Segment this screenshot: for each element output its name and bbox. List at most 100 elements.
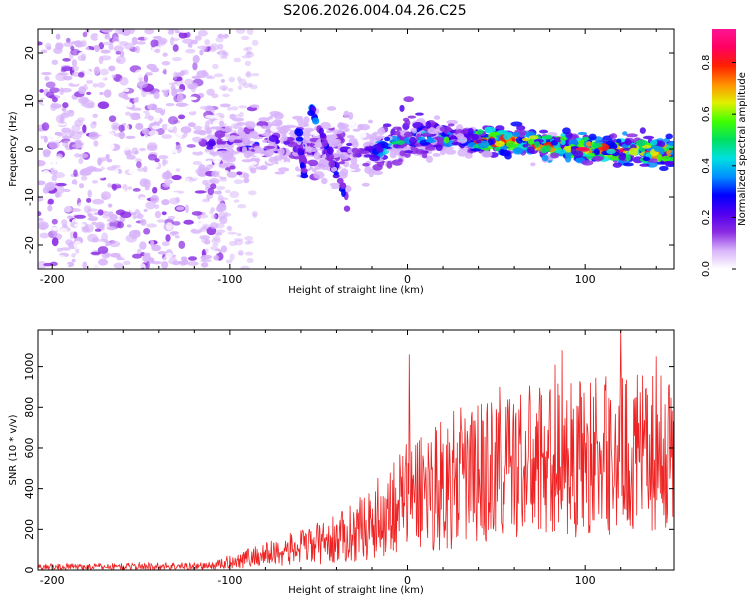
band-blob bbox=[608, 142, 618, 151]
noise-blob bbox=[78, 86, 86, 95]
colorbar-tick-label: 0.4 bbox=[701, 158, 712, 174]
noise-blob bbox=[191, 211, 203, 216]
noise-blob bbox=[59, 227, 68, 235]
noise-blob bbox=[204, 248, 209, 254]
noise-blob bbox=[212, 235, 221, 242]
band-blob bbox=[206, 160, 212, 164]
noise-blob bbox=[144, 29, 155, 35]
noise-blob bbox=[170, 231, 180, 235]
band-blob bbox=[364, 141, 374, 146]
noise-blob bbox=[157, 251, 167, 255]
band-blob bbox=[374, 135, 386, 139]
band-blob bbox=[352, 128, 361, 132]
band-blob bbox=[364, 166, 372, 174]
snr-xtick-label: -100 bbox=[217, 574, 242, 587]
noise-blob bbox=[214, 190, 222, 195]
band-blob bbox=[337, 142, 343, 148]
band-blob bbox=[211, 170, 219, 178]
noise-blob bbox=[69, 231, 75, 240]
noise-blob bbox=[169, 157, 180, 163]
band-blob bbox=[427, 127, 437, 134]
band-blob bbox=[623, 162, 634, 167]
noise-blob bbox=[174, 72, 184, 77]
noise-blob bbox=[115, 51, 121, 55]
noise-blob bbox=[178, 29, 190, 34]
noise-blob bbox=[73, 240, 82, 250]
band-blob bbox=[391, 141, 398, 145]
band-blob bbox=[326, 106, 337, 111]
band-blob bbox=[339, 151, 349, 160]
noise-blob bbox=[145, 261, 150, 269]
noise-blob bbox=[106, 166, 118, 171]
noise-blob bbox=[205, 182, 211, 189]
noise-blob bbox=[86, 220, 93, 225]
noise-blob bbox=[145, 72, 153, 76]
band-blob bbox=[327, 173, 333, 180]
noise-blob bbox=[143, 252, 151, 257]
noise-blob bbox=[141, 128, 150, 135]
noise-blob bbox=[175, 168, 181, 172]
noise-blob bbox=[61, 66, 73, 72]
noise-blob bbox=[60, 112, 70, 119]
noise-blob bbox=[86, 83, 93, 88]
noise-blob bbox=[154, 107, 164, 114]
spectrogram-ytick-label: -10 bbox=[23, 188, 36, 206]
noise-blob bbox=[92, 198, 105, 205]
noise-blob bbox=[74, 253, 86, 261]
band-blob bbox=[337, 123, 349, 129]
noise-blob bbox=[61, 107, 67, 112]
noise-blob bbox=[123, 88, 130, 93]
noise-blob bbox=[220, 245, 228, 253]
band-blob bbox=[403, 96, 415, 103]
noise-blob bbox=[198, 214, 209, 219]
noise-blob bbox=[120, 65, 129, 70]
noise-blob bbox=[62, 224, 68, 228]
noise-blob bbox=[180, 126, 192, 134]
noise-blob bbox=[86, 91, 92, 95]
noise-blob bbox=[92, 237, 100, 243]
noise-blob bbox=[115, 209, 126, 216]
noise-blob bbox=[129, 204, 137, 213]
noise-blob bbox=[139, 112, 146, 119]
band-blob bbox=[500, 150, 511, 157]
band-blob bbox=[442, 146, 454, 150]
band-blob bbox=[443, 136, 450, 144]
band-blob bbox=[278, 126, 288, 134]
band-blob bbox=[527, 138, 535, 146]
noise-blob bbox=[70, 148, 81, 153]
noise-blob bbox=[45, 36, 55, 41]
noise-blob bbox=[131, 52, 137, 57]
noise-blob bbox=[50, 102, 57, 112]
band-blob bbox=[399, 150, 406, 157]
band-blob bbox=[417, 136, 426, 141]
noise-blob bbox=[38, 204, 45, 212]
band-blob bbox=[243, 178, 250, 184]
noise-blob bbox=[114, 187, 126, 195]
band-blob bbox=[541, 154, 549, 162]
noise-blob bbox=[201, 198, 211, 203]
noise-blob bbox=[215, 36, 224, 43]
noise-blob bbox=[191, 75, 202, 80]
noise-blob bbox=[156, 37, 168, 45]
band-blob bbox=[245, 121, 256, 129]
noise-blob bbox=[103, 266, 109, 269]
noise-blob bbox=[219, 49, 227, 55]
noise-blob bbox=[204, 39, 211, 46]
band-blob bbox=[225, 155, 236, 163]
noise-blob bbox=[63, 42, 74, 48]
noise-blob bbox=[184, 204, 190, 214]
noise-blob bbox=[210, 245, 219, 251]
noise-blob bbox=[41, 122, 50, 131]
noise-blob bbox=[147, 153, 158, 161]
noise-blob bbox=[192, 55, 200, 64]
band-blob bbox=[249, 167, 257, 174]
colorbar-ticks: 0.0 0.2 0.4 0.6 0.8 bbox=[701, 55, 736, 277]
noise-blob bbox=[54, 156, 62, 160]
noise-blob bbox=[90, 251, 101, 255]
noise-blob bbox=[126, 224, 132, 228]
snr-ytick-label: 800 bbox=[23, 397, 36, 418]
noise-blob bbox=[142, 254, 152, 263]
band-blob bbox=[369, 154, 381, 162]
noise-blob bbox=[98, 157, 110, 163]
noise-blob bbox=[165, 222, 173, 231]
